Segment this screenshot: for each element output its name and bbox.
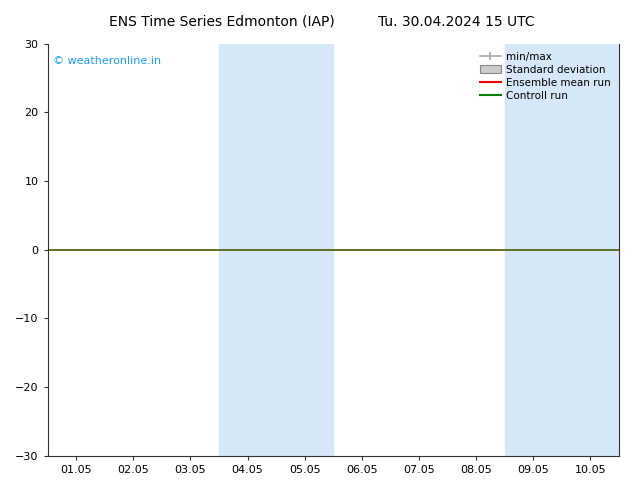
Bar [562, 44, 619, 456]
Bar [505, 44, 562, 456]
Bar [219, 44, 276, 456]
Bar [276, 44, 333, 456]
Legend: min/max, Standard deviation, Ensemble mean run, Controll run: min/max, Standard deviation, Ensemble me… [477, 49, 614, 104]
Text: ENS Time Series Edmonton (IAP): ENS Time Series Edmonton (IAP) [109, 15, 335, 29]
Text: Tu. 30.04.2024 15 UTC: Tu. 30.04.2024 15 UTC [378, 15, 535, 29]
Text: © weatheronline.in: © weatheronline.in [53, 56, 162, 66]
